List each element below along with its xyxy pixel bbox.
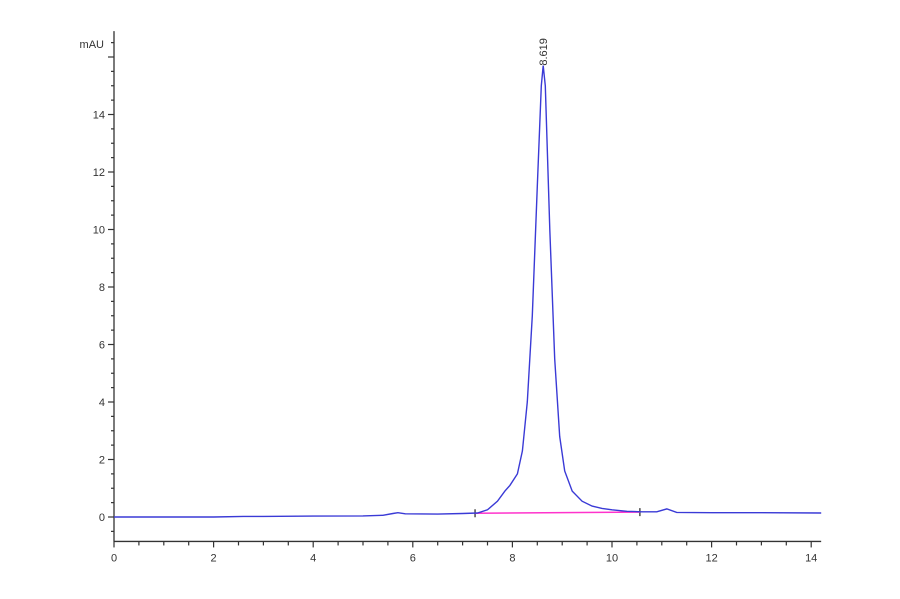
x-tick-label: 12 bbox=[705, 552, 717, 564]
y-tick-label: 8 bbox=[99, 282, 105, 294]
y-tick-label: 6 bbox=[99, 340, 105, 352]
integration-baseline bbox=[475, 511, 640, 515]
y-tick-label: 0 bbox=[99, 512, 105, 524]
y-tick-label: 4 bbox=[99, 397, 105, 409]
y-axis-label: mAU bbox=[80, 39, 105, 51]
peak-labels: 8.619 bbox=[538, 38, 550, 66]
x-tick-label: 8 bbox=[509, 552, 515, 564]
x-tick-label: 2 bbox=[211, 552, 217, 564]
y-tick-label: 2 bbox=[99, 455, 105, 467]
y-tick-label: 10 bbox=[93, 225, 105, 237]
signal-trace bbox=[114, 65, 822, 518]
axes: 0 2 4 6 8 10 12 14 0 2 4 6 8 10 12 14 bbox=[93, 31, 822, 564]
peak-label: 8.619 bbox=[538, 38, 550, 66]
y-tick-label: 12 bbox=[93, 167, 105, 179]
x-tick-label: 10 bbox=[606, 552, 618, 564]
x-tick-label: 0 bbox=[111, 552, 117, 564]
x-tick-label: 4 bbox=[310, 552, 316, 564]
x-tick-label: 14 bbox=[805, 552, 817, 564]
y-tick-label: 14 bbox=[93, 110, 105, 122]
x-tick-label: 6 bbox=[410, 552, 416, 564]
